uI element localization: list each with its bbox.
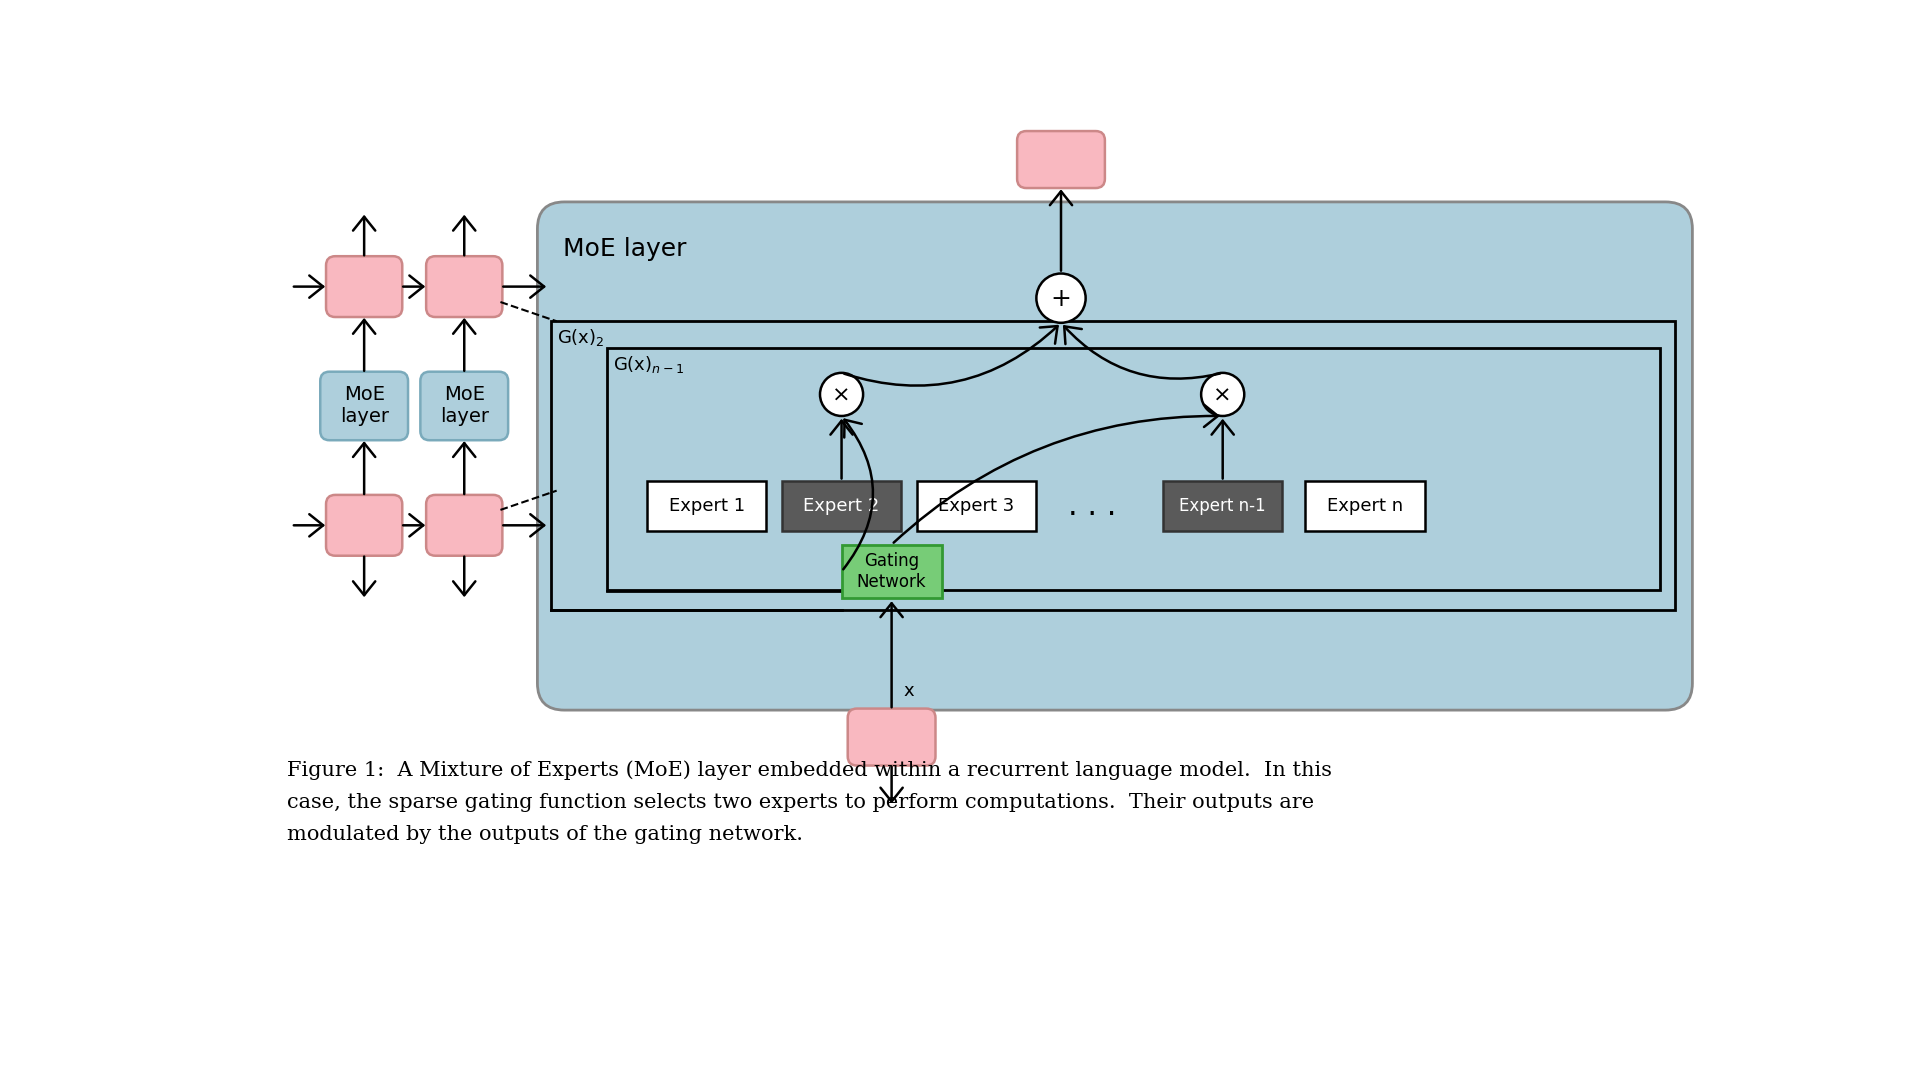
FancyBboxPatch shape (326, 495, 403, 556)
FancyBboxPatch shape (841, 545, 941, 599)
Text: MoE
layer: MoE layer (340, 385, 388, 426)
Text: Figure 1:  A Mixture of Experts (MoE) layer embedded within a recurrent language: Figure 1: A Mixture of Experts (MoE) lay… (288, 760, 1332, 780)
Text: G(x)$_2$: G(x)$_2$ (557, 327, 605, 349)
Text: Expert 1: Expert 1 (668, 497, 745, 515)
Text: Expert 3: Expert 3 (939, 497, 1014, 515)
Text: x: x (902, 681, 914, 700)
Text: MoE
layer: MoE layer (440, 385, 490, 426)
FancyBboxPatch shape (426, 495, 503, 556)
Circle shape (1202, 372, 1244, 416)
FancyBboxPatch shape (647, 481, 766, 531)
Text: Expert 2: Expert 2 (803, 497, 879, 515)
Text: Expert n: Expert n (1327, 497, 1404, 515)
Text: +: + (1050, 286, 1071, 311)
FancyBboxPatch shape (538, 202, 1692, 710)
FancyBboxPatch shape (849, 708, 935, 765)
Text: ×: × (1213, 385, 1233, 406)
FancyBboxPatch shape (321, 371, 409, 440)
Text: modulated by the outputs of the gating network.: modulated by the outputs of the gating n… (288, 825, 803, 843)
FancyBboxPatch shape (1018, 131, 1104, 188)
Text: . . .: . . . (1068, 491, 1116, 520)
FancyBboxPatch shape (326, 256, 403, 317)
FancyBboxPatch shape (916, 481, 1037, 531)
FancyBboxPatch shape (1306, 481, 1425, 531)
FancyBboxPatch shape (1164, 481, 1283, 531)
Text: Expert n-1: Expert n-1 (1179, 497, 1265, 515)
Text: G(x)$_{n-1}$: G(x)$_{n-1}$ (612, 354, 684, 376)
FancyBboxPatch shape (426, 256, 503, 317)
Circle shape (820, 372, 864, 416)
Text: MoE layer: MoE layer (563, 236, 685, 261)
FancyBboxPatch shape (420, 371, 509, 440)
Text: ×: × (831, 385, 851, 406)
FancyBboxPatch shape (781, 481, 900, 531)
Text: case, the sparse gating function selects two experts to perform computations.  T: case, the sparse gating function selects… (288, 793, 1315, 811)
Circle shape (1037, 274, 1085, 323)
Text: Gating
Network: Gating Network (856, 553, 927, 591)
